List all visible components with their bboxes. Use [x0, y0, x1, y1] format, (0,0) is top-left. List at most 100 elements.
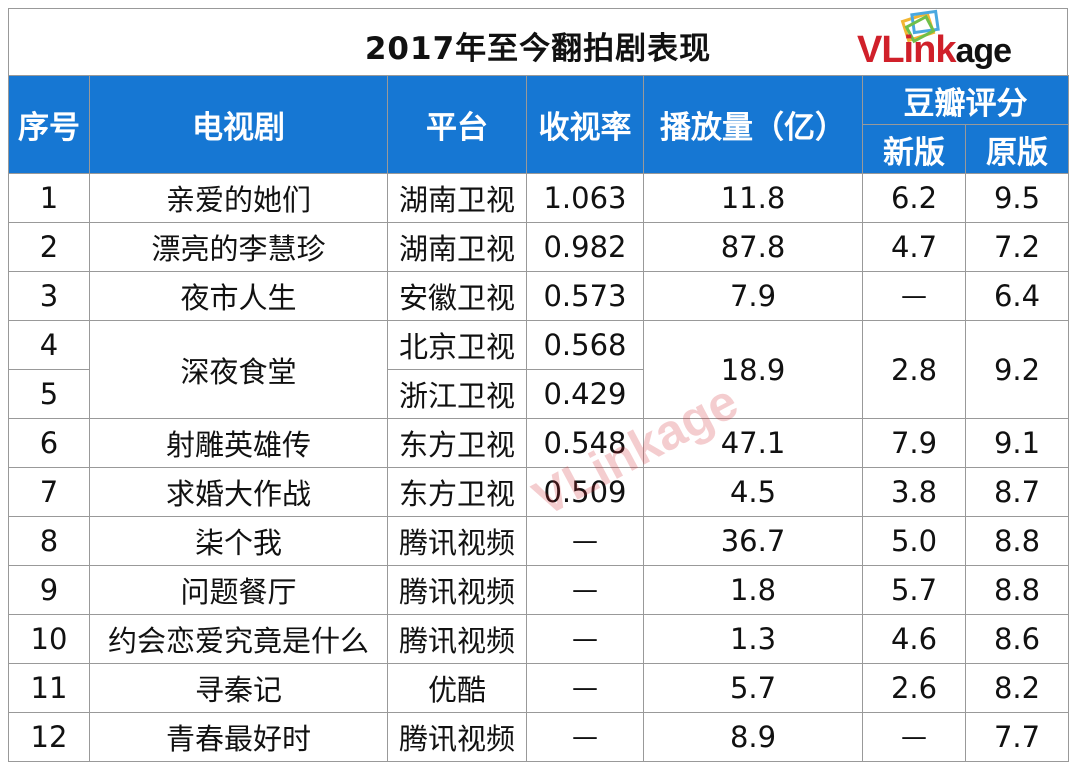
- cell-platform: 腾讯视频: [387, 614, 527, 664]
- cell-seq: 10: [8, 614, 90, 664]
- page-title: 2017年至今翻拍剧表现: [364, 31, 712, 67]
- cell-orig-score: 9.5: [965, 173, 1069, 223]
- header-drama: 电视剧: [89, 75, 388, 174]
- table-row: 2 漂亮的李慧珍 湖南卫视 0.982 87.8 4.7 7.2: [8, 222, 1069, 272]
- cell-orig-score: 9.2: [965, 320, 1069, 419]
- cell-plays: 5.7: [643, 663, 863, 713]
- cell-rating: 1.063: [526, 173, 644, 223]
- table-row: 9 问题餐厅 腾讯视频 — 1.8 5.7 8.8: [8, 565, 1069, 615]
- cell-platform: 浙江卫视: [387, 369, 527, 419]
- table-row: 5 浙江卫视 0.429: [8, 369, 1069, 419]
- cell-drama: 深夜食堂: [89, 320, 388, 419]
- cell-new-score: —: [862, 712, 966, 762]
- cell-orig-score: 8.8: [965, 516, 1069, 566]
- cell-drama: 青春最好时: [89, 712, 388, 762]
- cell-rating: —: [526, 565, 644, 615]
- cell-orig-score: 8.8: [965, 565, 1069, 615]
- cell-platform: 腾讯视频: [387, 516, 527, 566]
- cell-platform: 北京卫视: [387, 320, 527, 370]
- cell-platform: 腾讯视频: [387, 565, 527, 615]
- cell-drama: 求婚大作战: [89, 467, 388, 517]
- cell-seq: 12: [8, 712, 90, 762]
- cell-seq: 9: [8, 565, 90, 615]
- cell-new-score: 5.0: [862, 516, 966, 566]
- cell-plays: 47.1: [643, 418, 863, 468]
- cell-platform: 安徽卫视: [387, 271, 527, 321]
- cell-rating: 0.568: [526, 320, 644, 370]
- cell-new-score: 7.9: [862, 418, 966, 468]
- header-seq: 序号: [8, 75, 90, 174]
- cell-orig-score: 9.1: [965, 418, 1069, 468]
- cell-orig-score: 8.2: [965, 663, 1069, 713]
- cell-seq: 5: [8, 369, 90, 419]
- header-original: 原版: [965, 124, 1069, 174]
- cell-seq: 8: [8, 516, 90, 566]
- cell-orig-score: 8.7: [965, 467, 1069, 517]
- cell-plays: 87.8: [643, 222, 863, 272]
- cell-orig-score: 6.4: [965, 271, 1069, 321]
- cell-plays: 4.5: [643, 467, 863, 517]
- cell-new-score: 2.6: [862, 663, 966, 713]
- cell-platform: 腾讯视频: [387, 712, 527, 762]
- table-row: 7 求婚大作战 东方卫视 0.509 4.5 3.8 8.7: [8, 467, 1069, 517]
- table-frame: 2017年至今翻拍剧表现 VLinkage 序号 电视剧 平台 收视率 播放量（…: [8, 8, 1069, 764]
- cell-seq: 4: [8, 320, 90, 370]
- cell-platform: 湖南卫视: [387, 173, 527, 223]
- cell-rating: —: [526, 663, 644, 713]
- cell-drama: 亲爱的她们: [89, 173, 388, 223]
- cell-new-score: 5.7: [862, 565, 966, 615]
- table-row: 1 亲爱的她们 湖南卫视 1.063 11.8 6.2 9.5: [8, 173, 1069, 223]
- cell-plays: 1.8: [643, 565, 863, 615]
- cell-new-score: 4.6: [862, 614, 966, 664]
- header-new-version: 新版: [862, 124, 966, 174]
- cell-plays: 11.8: [643, 173, 863, 223]
- logo-frames-icon: [900, 9, 940, 44]
- cell-platform: 东方卫视: [387, 467, 527, 517]
- cell-plays: 18.9: [643, 320, 863, 419]
- table-row: 11 寻秦记 优酷 — 5.7 2.6 8.2: [8, 663, 1069, 713]
- cell-drama: 约会恋爱究竟是什么: [89, 614, 388, 664]
- cell-plays: 1.3: [643, 614, 863, 664]
- header-douban: 豆瓣评分: [862, 75, 1069, 125]
- vlinkage-logo: VLinkage: [853, 9, 1053, 73]
- title-bar: 2017年至今翻拍剧表现 VLinkage: [8, 8, 1068, 76]
- table-body: 1 亲爱的她们 湖南卫视 1.063 11.8 6.2 9.5 2 漂亮的李慧珍…: [8, 173, 1069, 762]
- cell-rating: 0.548: [526, 418, 644, 468]
- header-plays: 播放量（亿）: [643, 75, 863, 174]
- cell-new-score: 6.2: [862, 173, 966, 223]
- cell-orig-score: 7.7: [965, 712, 1069, 762]
- table-row: 8 柒个我 腾讯视频 — 36.7 5.0 8.8: [8, 516, 1069, 566]
- cell-new-score: 3.8: [862, 467, 966, 517]
- cell-orig-score: 7.2: [965, 222, 1069, 272]
- logo-text: VLinkage: [857, 29, 1012, 71]
- cell-plays: 7.9: [643, 271, 863, 321]
- cell-rating: —: [526, 614, 644, 664]
- header-subrow: 新版 原版: [9, 124, 1069, 174]
- cell-rating: 0.429: [526, 369, 644, 419]
- cell-platform: 东方卫视: [387, 418, 527, 468]
- header-platform: 平台: [387, 75, 527, 174]
- drama-table: 序号 电视剧 平台 收视率 播放量（亿） 豆瓣评分 新版 原版 1 亲爱的她们 …: [8, 75, 1069, 762]
- cell-plays: 36.7: [643, 516, 863, 566]
- header-rating: 收视率: [526, 75, 644, 174]
- cell-new-score: —: [862, 271, 966, 321]
- cell-rating: —: [526, 712, 644, 762]
- table-row: 4 深夜食堂 北京卫视 0.568 18.9 2.8 9.2: [8, 320, 1069, 419]
- cell-rating: —: [526, 516, 644, 566]
- cell-platform: 湖南卫视: [387, 222, 527, 272]
- cell-new-score: 4.7: [862, 222, 966, 272]
- table-row: 12 青春最好时 腾讯视频 — 8.9 — 7.7: [8, 712, 1069, 762]
- header-row: 序号 电视剧 平台 收视率 播放量（亿） 豆瓣评分: [8, 75, 1069, 174]
- cell-seq: 11: [8, 663, 90, 713]
- cell-seq: 6: [8, 418, 90, 468]
- cell-seq: 3: [8, 271, 90, 321]
- cell-drama: 寻秦记: [89, 663, 388, 713]
- cell-orig-score: 8.6: [965, 614, 1069, 664]
- cell-rating: 0.573: [526, 271, 644, 321]
- cell-new-score: 2.8: [862, 320, 966, 419]
- table-row: 3 夜市人生 安徽卫视 0.573 7.9 — 6.4: [8, 271, 1069, 321]
- cell-rating: 0.509: [526, 467, 644, 517]
- cell-drama: 柒个我: [89, 516, 388, 566]
- cell-rating: 0.982: [526, 222, 644, 272]
- cell-seq: 2: [8, 222, 90, 272]
